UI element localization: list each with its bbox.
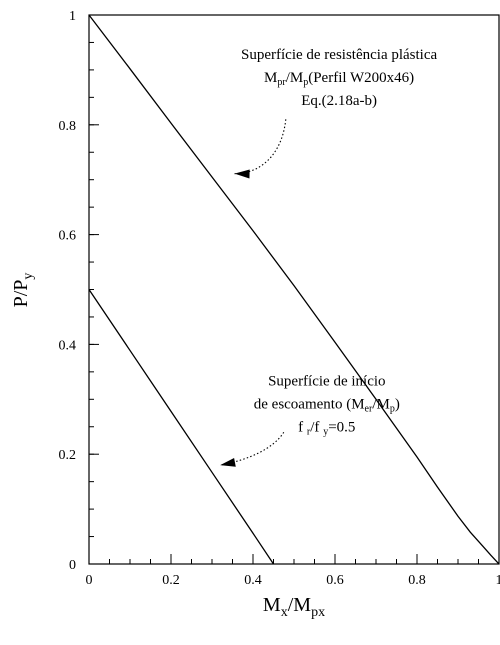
annotation-text-line: f r/f y=0.5 xyxy=(298,420,355,438)
plot-frame xyxy=(88,14,500,565)
y-axis-title: P/Py xyxy=(10,273,36,308)
y-tick-label: 0.8 xyxy=(59,119,77,134)
y-tick-label: 0.4 xyxy=(59,338,77,353)
arrowhead-icon xyxy=(234,169,250,179)
y-tick-label: 0 xyxy=(69,558,76,573)
series-lines xyxy=(88,14,500,565)
x-tick-label: 0.6 xyxy=(326,573,344,588)
annotation-1: Superfície de resistência plástica Mpr/Mp… xyxy=(234,47,438,179)
annotation-text-line: Mpr/Mp(Perfil W200x46) xyxy=(264,70,414,88)
annotation-leader xyxy=(234,119,287,175)
y-tick-label: 0.2 xyxy=(59,448,77,463)
annotation-text-line: de escoamento (Mer/Mp) xyxy=(254,397,400,415)
tick-labels: 0 0.2 0.4 0.6 0.8 1 0 0.2 0.4 0.6 0.8 1 xyxy=(59,9,500,588)
x-tick-label: 0 xyxy=(86,573,93,588)
annotation-2: Superfície de início de escoamento (Mer/M… xyxy=(220,374,400,467)
x-tick-label: 0.2 xyxy=(162,573,180,588)
y-tick-label: 0.6 xyxy=(59,229,77,244)
annotation-text-line: Eq.(2.18a-b) xyxy=(301,93,377,109)
axis-ticks xyxy=(88,14,500,565)
annotation-text-line: Superfície de início xyxy=(268,374,385,390)
y-tick-label: 1 xyxy=(69,9,76,24)
annotation-text-line: Superfície de resistência plástica xyxy=(241,47,438,63)
annotations: Superfície de resistência plástica Mpr/Mp… xyxy=(220,47,438,467)
x-tick-label: 0.8 xyxy=(408,573,426,588)
x-tick-label: 0.4 xyxy=(244,573,262,588)
series-line-2 xyxy=(88,289,275,565)
series-line-1 xyxy=(88,14,500,565)
arrowhead-icon xyxy=(220,457,236,467)
x-axis-title: Mx/Mpx xyxy=(263,594,325,620)
x-tick-label: 1 xyxy=(496,573,500,588)
